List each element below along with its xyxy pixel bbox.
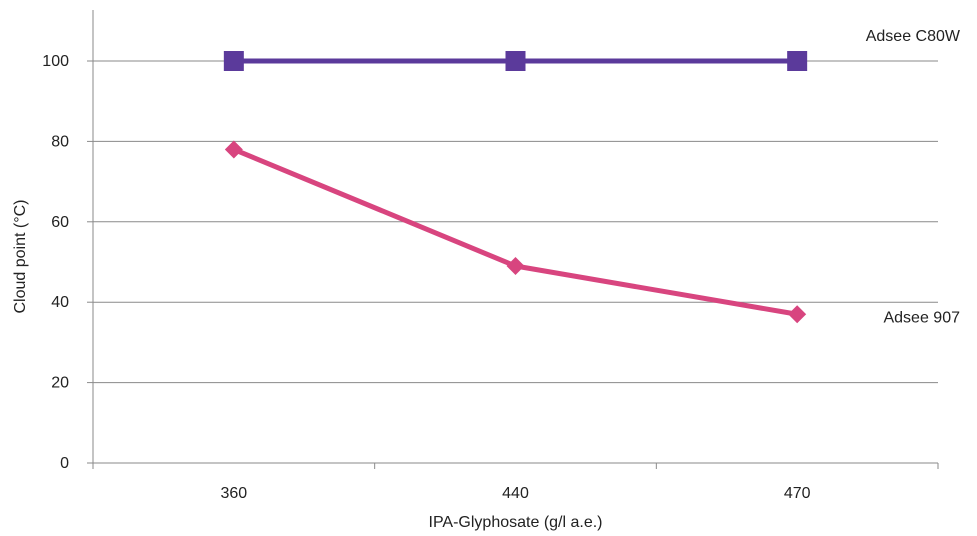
y-tick-label: 20 xyxy=(51,375,69,392)
series-1: Adsee 907 xyxy=(224,140,960,326)
data-point-diamond xyxy=(788,305,807,324)
y-tick-label: 0 xyxy=(60,455,69,472)
y-axis-title: Cloud point (°C) xyxy=(12,200,29,314)
series-label: Adsee 907 xyxy=(883,309,960,326)
y-tick-label: 100 xyxy=(42,53,69,70)
series-0: Adsee C80W xyxy=(223,28,961,71)
x-tick-label: 470 xyxy=(784,485,811,502)
data-point-diamond xyxy=(224,140,243,159)
x-tick-label: 360 xyxy=(220,485,247,502)
y-tick-label: 40 xyxy=(51,294,69,311)
y-tick-label: 60 xyxy=(51,214,69,231)
x-tick-labels: 360 440 470 xyxy=(92,463,939,502)
y-tick-labels: 0 20 40 60 80 100 xyxy=(42,53,93,472)
data-point-square xyxy=(787,51,808,71)
gridlines xyxy=(93,60,938,384)
axes xyxy=(92,10,938,464)
series-label: Adsee C80W xyxy=(866,28,961,45)
x-axis-title: IPA-Glyphosate (g/l a.e.) xyxy=(429,514,603,531)
data-point-square xyxy=(223,51,244,71)
data-point-diamond xyxy=(506,257,525,276)
x-tick-label: 440 xyxy=(502,485,529,502)
data-point-square xyxy=(505,51,526,71)
series-line xyxy=(232,147,798,317)
series: Adsee C80W Adsee 907 xyxy=(223,28,961,326)
y-tick-label: 80 xyxy=(51,133,69,150)
